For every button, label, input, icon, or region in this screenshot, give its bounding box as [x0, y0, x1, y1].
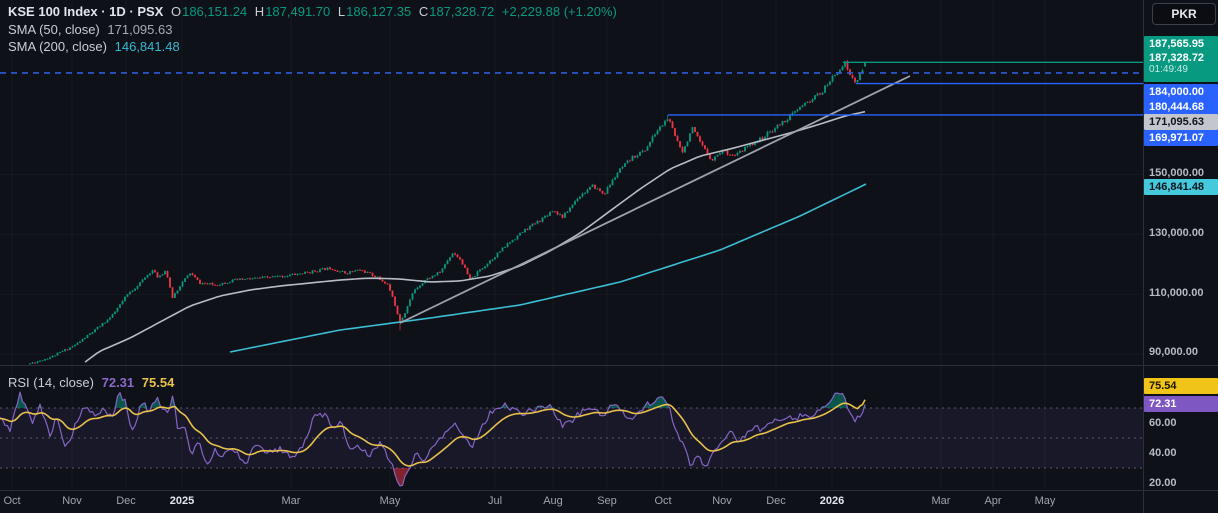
rsi-label[interactable]: RSI (14, close) [8, 375, 94, 390]
price-tag[interactable]: 169,971.07 [1144, 130, 1218, 146]
time-label-year[interactable]: 2026 [819, 495, 845, 507]
sma200-label[interactable]: SMA (200, close) [8, 39, 107, 54]
sma50-value: 171,095.63 [107, 22, 173, 37]
sma200-line[interactable] [229, 183, 867, 353]
time-label-month[interactable]: Nov [712, 495, 732, 507]
price-axis[interactable]: 150,000.00 130,000.00 110,000.00 90,000.00 6… [1144, 0, 1218, 490]
price-tag[interactable]: 180,444.68 [1144, 99, 1218, 115]
rsi-tag[interactable]: 75.54 [1144, 378, 1218, 394]
time-label-month[interactable]: Dec [116, 495, 136, 507]
trendline[interactable] [399, 75, 911, 324]
rsi-ma-line[interactable] [0, 399, 866, 467]
price-tag-value: 187,565.95 [1149, 38, 1205, 50]
main-chart-pane[interactable] [0, 0, 1143, 365]
price-axis-separator [1143, 0, 1144, 513]
time-label-month[interactable]: Aug [543, 495, 563, 507]
time-label-month[interactable]: Nov [62, 495, 82, 507]
open-label: O [170, 4, 182, 19]
rsi-tag[interactable]: 72.31 [1144, 396, 1218, 412]
rsi-tick[interactable]: 60.00 [1149, 417, 1177, 429]
sma200-value: 146,841.48 [114, 39, 180, 54]
rsi-value: 72.31 [101, 375, 135, 390]
time-label-month[interactable]: Oct [654, 495, 672, 507]
time-label-month[interactable]: May [1034, 495, 1056, 507]
rsi-tick[interactable]: 20.00 [1149, 477, 1177, 489]
rsi-ma-value: 75.54 [141, 375, 175, 390]
time-label-month[interactable]: Mar [281, 495, 301, 507]
symbol-legend-row[interactable]: KSE 100 Index · 1D · PSX O186,151.24 H18… [8, 4, 621, 19]
time-label-month[interactable]: Mar [931, 495, 951, 507]
sma200-legend-row[interactable]: SMA (200, close) 146,841.48 [8, 39, 184, 54]
rsi-overbought-fill [0, 392, 866, 408]
price-tag[interactable]: 187,565.95 [1144, 36, 1218, 52]
low-value: 186,127.35 [346, 4, 412, 19]
price-tag[interactable]: 184,000.00 [1144, 84, 1218, 100]
time-label-year[interactable]: 2025 [169, 495, 195, 507]
symbol-title[interactable]: KSE 100 Index · 1D · PSX [8, 4, 164, 19]
price-tick[interactable]: 110,000.00 [1149, 287, 1204, 299]
close-value: 187,328.72 [429, 4, 495, 19]
high-label: H [254, 4, 265, 19]
rsi-indicator-pane[interactable] [0, 366, 1143, 490]
price-tag-value: 169,971.07 [1149, 132, 1205, 144]
low-label: L [337, 4, 346, 19]
time-label-month[interactable]: Sep [597, 495, 617, 507]
bar-countdown: 01:49:49 [1149, 64, 1188, 75]
price-tag-value: 171,095.63 [1149, 116, 1205, 128]
price-tick[interactable]: 90,000.00 [1149, 346, 1198, 358]
price-tag[interactable]: 171,095.63 [1144, 114, 1218, 130]
change-value: +2,229.88 (+1.20%) [501, 4, 617, 19]
price-tag-value: 72.31 [1149, 398, 1177, 410]
price-tag-value: 184,000.00 [1149, 86, 1205, 98]
price-tag-value: 187,328.72 [1149, 52, 1205, 64]
pane-separator[interactable] [0, 365, 1218, 366]
time-label-month[interactable]: Jul [487, 495, 503, 507]
open-value: 186,151.24 [182, 4, 248, 19]
price-tag-value: 75.54 [1149, 380, 1177, 392]
time-label-month[interactable]: Oct [3, 495, 21, 507]
sma50-legend-row[interactable]: SMA (50, close) 171,095.63 [8, 22, 176, 37]
rsi-legend-row[interactable]: RSI (14, close) 72.31 75.54 [8, 375, 178, 390]
price-tick[interactable]: 150,000.00 [1149, 167, 1205, 179]
sma50-line[interactable] [84, 110, 866, 363]
price-tag-value: 180,444.68 [1149, 101, 1205, 113]
rsi-tick[interactable]: 40.00 [1149, 447, 1177, 459]
rsi-oversold-fill [0, 468, 866, 486]
time-label-month[interactable]: May [379, 495, 401, 507]
time-label-month[interactable]: Apr [984, 495, 1002, 507]
rsi-line[interactable] [0, 391, 866, 487]
time-label-month[interactable]: Dec [766, 495, 786, 507]
close-label: C [418, 4, 429, 19]
price-tag-value: 146,841.48 [1149, 181, 1205, 193]
price-tag[interactable]: 187,328.72 01:49:49 [1144, 51, 1218, 82]
time-axis-separator [0, 490, 1218, 491]
high-value: 187,491.70 [265, 4, 331, 19]
time-axis[interactable]: Oct Nov Dec 2025 Mar May Jul Aug Sep Oct Nov Dec 202… [0, 491, 1218, 513]
candles-layer [29, 60, 866, 365]
price-tag[interactable]: 146,841.48 [1144, 179, 1218, 195]
sma50-label[interactable]: SMA (50, close) [8, 22, 100, 37]
price-tick[interactable]: 130,000.00 [1149, 227, 1205, 239]
currency-button[interactable]: PKR [1152, 3, 1216, 25]
